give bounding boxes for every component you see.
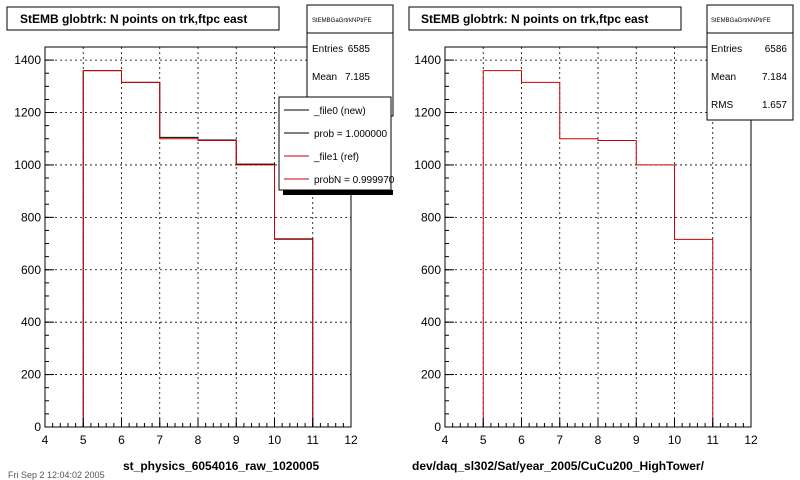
- x-tick-label: 11: [707, 433, 720, 447]
- stats-name: StEMBGaGrtrkNPtrFE: [312, 18, 372, 24]
- x-tick-label: 4: [42, 433, 49, 447]
- x-axis-label: dev/daq_sl302/Sat/year_2005/CuCu200_High…: [412, 459, 705, 473]
- x-axis-label: st_physics_6054016_raw_1020005: [123, 459, 319, 473]
- x-tick-label: 10: [668, 433, 682, 447]
- legend-entry-label: probN = 0.999970: [314, 175, 395, 186]
- legend-entry-label: _file1 (ref): [313, 152, 359, 163]
- x-tick-label: 12: [344, 433, 358, 447]
- histogram-series-0: [445, 70, 751, 428]
- y-tick-label: 200: [421, 368, 441, 382]
- y-tick-label: 400: [21, 315, 41, 329]
- legend-entry-label: _file0 (new): [313, 106, 366, 117]
- timestamp-footer: Fri Sep 2 12:04:02 2005: [8, 470, 105, 480]
- y-tick-label: 1200: [414, 106, 441, 120]
- stats-mean-label: Mean: [711, 72, 736, 83]
- stats-mean-value: 7.184: [762, 72, 787, 83]
- x-tick-label: 5: [80, 433, 87, 447]
- y-tick-label: 400: [421, 315, 441, 329]
- y-tick-label: 800: [421, 210, 441, 224]
- y-tick-label: 0: [34, 420, 41, 434]
- histogram-series-1: [45, 70, 351, 428]
- stats-entries-label: Entries: [711, 44, 742, 55]
- x-tick-label: 7: [156, 433, 163, 447]
- x-tick-label: 12: [744, 433, 758, 447]
- x-tick-label: 7: [556, 433, 563, 447]
- chart-title: StEMB globtrk: N points on trk,ftpc east: [421, 12, 648, 26]
- x-tick-label: 8: [195, 433, 202, 447]
- stats-mean-value: 7.185: [345, 72, 370, 83]
- y-tick-label: 800: [21, 210, 41, 224]
- y-tick-label: 1400: [14, 53, 41, 67]
- title-box: StEMB globtrk: N points on trk,ftpc east: [6, 6, 280, 31]
- x-tick-label: 4: [442, 433, 449, 447]
- y-tick-label: 1400: [414, 53, 441, 67]
- axes: 4 5 6 7 8 9 10 11 12 0 200 400 600 800 1000 1200 1400: [414, 46, 758, 447]
- title-box: StEMB globtrk: N points on trk,ftpc east: [408, 6, 682, 31]
- x-tick-label: 11: [307, 433, 320, 447]
- axes: 4 5 6 7 8 9 10 11 12 0 200 400 600 800 1000 1200 1400: [14, 46, 358, 447]
- stats-rms-label: RMS: [711, 100, 734, 111]
- y-tick-label: 600: [21, 263, 41, 277]
- y-tick-label: 200: [21, 368, 41, 382]
- stats-box: StEMBGaGrtrkNPtrFE Entries 6586 Mean 7.1…: [706, 4, 794, 121]
- y-tick-label: 0: [434, 420, 441, 434]
- histogram-series: [445, 70, 751, 428]
- histogram-series: [45, 70, 351, 428]
- x-tick-label: 6: [518, 433, 525, 447]
- stats-entries-value: 6586: [765, 44, 788, 55]
- x-tick-label: 8: [595, 433, 602, 447]
- x-tick-label: 10: [268, 433, 282, 447]
- x-tick-label: 5: [480, 433, 487, 447]
- y-tick-label: 1000: [14, 158, 41, 172]
- stats-rms-value: 1.657: [762, 100, 787, 111]
- y-tick-label: 600: [421, 263, 441, 277]
- left-histogram-panel: 4 5 6 7 8 9 10 11 12 0 200 400 600 800 1000 1200 1400 St…: [6, 4, 395, 473]
- legend: _file0 (new) prob = 1.000000 _file1 (ref) p…: [278, 96, 395, 195]
- x-tick-label: 9: [633, 433, 640, 447]
- stats-entries-value: 6585: [348, 44, 371, 55]
- grid: [445, 47, 751, 427]
- stats-name: StEMBGaGrtrkNPtrFE: [711, 18, 771, 24]
- legend-entry-label: prob = 1.000000: [314, 129, 388, 140]
- x-tick-label: 6: [118, 433, 125, 447]
- stats-mean-label: Mean: [312, 72, 337, 83]
- stats-entries-label: Entries: [312, 44, 343, 55]
- x-tick-label: 9: [233, 433, 240, 447]
- chart-title: StEMB globtrk: N points on trk,ftpc east: [20, 12, 247, 26]
- y-tick-label: 1200: [14, 106, 41, 120]
- y-tick-label: 1000: [414, 158, 441, 172]
- right-histogram-panel: 4 5 6 7 8 9 10 11 12 0 200 400 600 800 1000 1200 1400 St…: [408, 4, 794, 473]
